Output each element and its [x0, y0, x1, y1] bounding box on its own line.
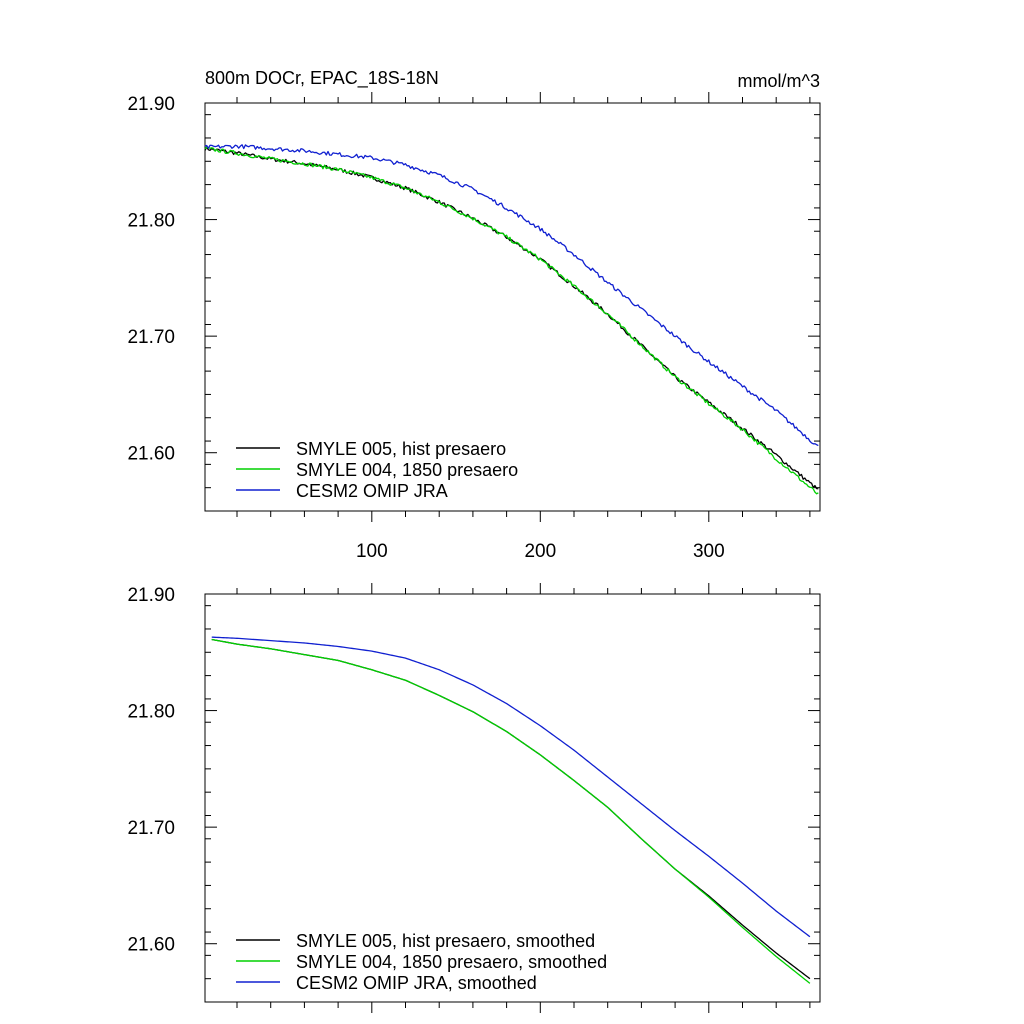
top-panel: 21.60 21.70 21.80 21.90 100 200 300 SMYLE 005, …: [127, 92, 821, 562]
legend-label-1: SMYLE 005, hist presaero: [296, 439, 506, 459]
x-tick-label: 200: [524, 541, 556, 562]
series-line-1: [204, 146, 819, 490]
x-tick-label: 300: [693, 541, 725, 562]
series-line-2: [204, 146, 819, 495]
y-tick-label: 21.70: [127, 818, 175, 839]
y-tick-label: 21.60: [127, 935, 175, 956]
legend-label-2: SMYLE 004, 1850 presaero: [296, 460, 518, 480]
legend-label-3: CESM2 OMIP JRA: [296, 481, 448, 501]
y-tick-label: 21.90: [127, 94, 175, 115]
x-tick-label: 100: [356, 541, 388, 562]
y-tick-label: 21.80: [127, 702, 175, 723]
figure-units: mmol/m^3: [738, 71, 820, 91]
plot-frame: [204, 102, 821, 512]
y-tick-label: 21.80: [127, 211, 175, 232]
legend-label-3: CESM2 OMIP JRA, smoothed: [296, 973, 537, 993]
series-line-3: [211, 636, 811, 938]
series-line-1: [211, 638, 811, 980]
figure-title: 800m DOCr, EPAC_18S-18N: [205, 68, 439, 89]
series-line-2: [211, 638, 811, 984]
y-tick-label: 21.70: [127, 327, 175, 348]
legend-label-2: SMYLE 004, 1850 presaero, smoothed: [296, 952, 607, 972]
legend-label-1: SMYLE 005, hist presaero, smoothed: [296, 931, 595, 951]
y-tick-label: 21.60: [127, 444, 175, 465]
series-line-3: [204, 144, 819, 447]
bottom-panel: 21.60 21.70 21.80 21.90 SMYLE 005, hist pres…: [127, 583, 821, 1013]
plot-frame: [204, 593, 821, 1003]
y-tick-label: 21.90: [127, 585, 175, 606]
